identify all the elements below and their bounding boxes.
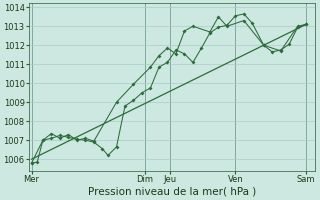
X-axis label: Pression niveau de la mer( hPa ): Pression niveau de la mer( hPa ) [88, 187, 256, 197]
